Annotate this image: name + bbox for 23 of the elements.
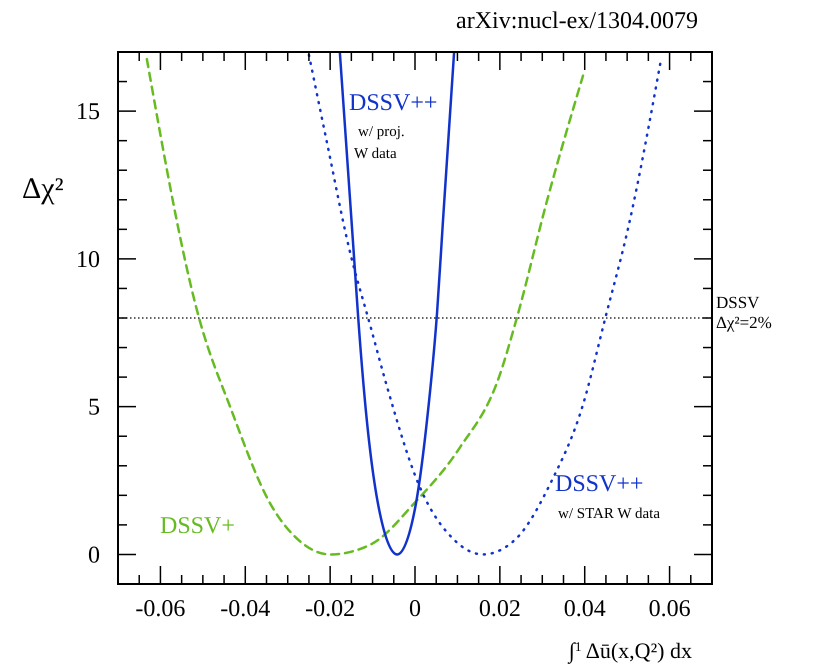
- y-axis-title: Δχ²: [22, 172, 64, 205]
- series-label: DSSV++: [349, 90, 438, 116]
- text: Δχ²=2%: [716, 313, 772, 332]
- annotation: w/ proj.: [358, 124, 405, 140]
- x-tick-label: 0.04: [564, 596, 606, 622]
- text: DSSV: [716, 293, 760, 312]
- y-tick-label: 0: [88, 542, 100, 568]
- annotation: w/ STAR W data: [558, 506, 660, 522]
- x-tick-label: -0.04: [220, 596, 270, 622]
- series-label: DSSV++: [555, 471, 644, 497]
- line-series: [308, 54, 662, 556]
- y-tick-label: 5: [88, 394, 100, 421]
- x-tick-label: 0.02: [478, 596, 521, 622]
- y-tick-label: 10: [76, 246, 100, 273]
- annotation: W data: [354, 146, 397, 162]
- x-tick-label: 0.06: [648, 596, 691, 622]
- x-tick-label: 0: [409, 596, 421, 622]
- text: arXiv:nucl-ex/1304.0079: [456, 8, 698, 34]
- x-axis-title: ∫$^{1}$Δū(x,Q²) dx: [566, 638, 692, 664]
- x-tick-label: -0.02: [305, 596, 356, 622]
- y-tick-label: 15: [76, 99, 100, 126]
- x-tick-label: -0.06: [135, 596, 186, 622]
- series-label: DSSV+: [160, 513, 235, 539]
